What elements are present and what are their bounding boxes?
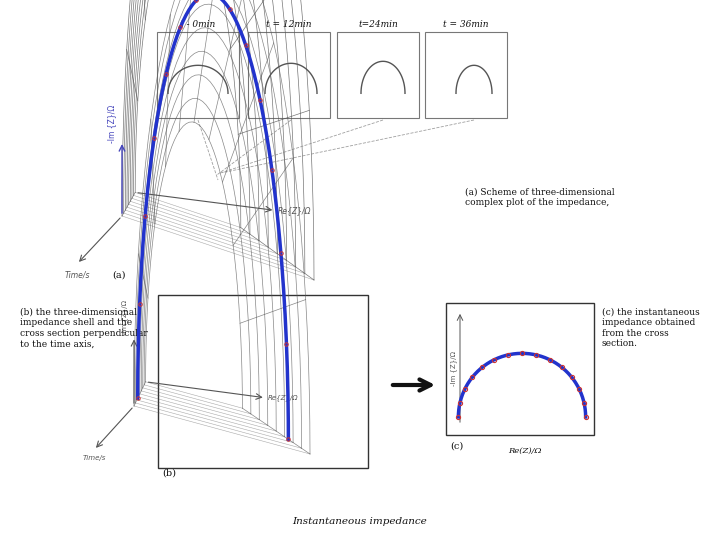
Text: (c): (c) — [450, 442, 463, 451]
Text: (a): (a) — [112, 271, 125, 280]
Text: t = 36min: t = 36min — [444, 20, 489, 29]
Bar — [248, 32, 330, 118]
Text: (a) Scheme of three-dimensional
complex plot of the impedance,: (a) Scheme of three-dimensional complex … — [465, 188, 615, 207]
Text: t = 12min: t = 12min — [266, 20, 312, 29]
Text: Re{Z}/Ω: Re{Z}/Ω — [278, 206, 312, 215]
Text: Re{Z}/Ω: Re{Z}/Ω — [268, 394, 298, 401]
Bar — [158, 295, 368, 468]
Bar — [425, 32, 507, 118]
Text: t - 0min: t - 0min — [181, 20, 215, 29]
Text: Re(Z)/Ω: Re(Z)/Ω — [508, 447, 541, 455]
Text: t=24min: t=24min — [358, 20, 398, 29]
Text: -Im {Z}/Ω: -Im {Z}/Ω — [107, 105, 117, 143]
Text: (b) the three-dimensional
impedance shell and the
cross section perpendicular
to: (b) the three-dimensional impedance shel… — [20, 308, 148, 348]
Text: Instantaneous impedance: Instantaneous impedance — [292, 517, 428, 526]
Text: -Im {Z}/Ω: -Im {Z}/Ω — [450, 352, 457, 387]
Text: Time/s: Time/s — [64, 270, 90, 279]
Text: (c) the instantaneous
impedance obtained
from the cross
section.: (c) the instantaneous impedance obtained… — [602, 308, 700, 348]
Text: -Im {Z}/Ω: -Im {Z}/Ω — [122, 300, 128, 335]
Bar — [157, 32, 239, 118]
Text: Time/s: Time/s — [82, 455, 106, 461]
Bar — [337, 32, 419, 118]
Bar — [446, 303, 594, 435]
Text: (b): (b) — [162, 469, 176, 478]
